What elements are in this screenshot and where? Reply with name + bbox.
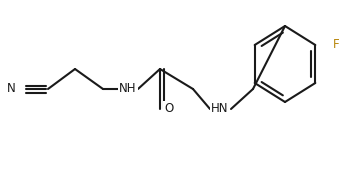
Text: NH: NH (119, 82, 137, 95)
Text: HN: HN (211, 102, 229, 116)
Text: N: N (7, 82, 16, 95)
Text: F: F (333, 38, 340, 52)
Text: O: O (164, 102, 173, 116)
